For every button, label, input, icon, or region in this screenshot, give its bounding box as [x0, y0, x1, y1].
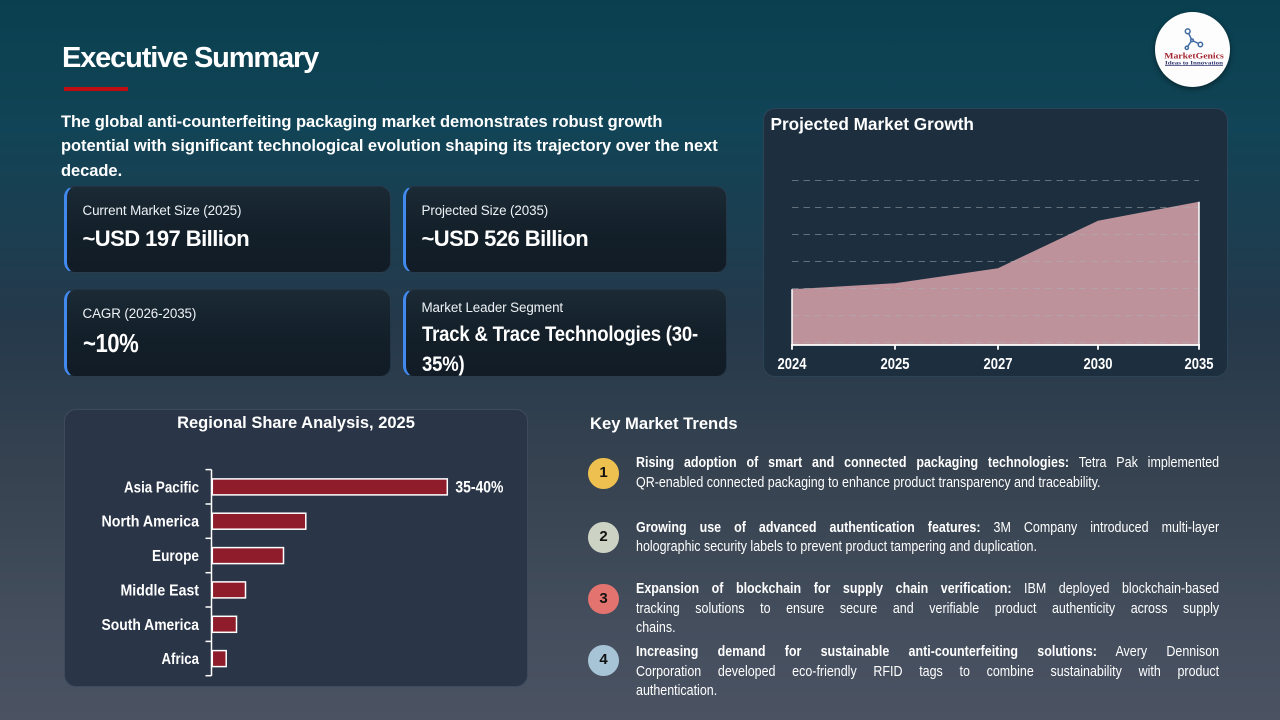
svg-text:Middle East: Middle East: [121, 582, 200, 599]
svg-text:35-40%: 35-40%: [455, 478, 503, 496]
svg-text:South America: South America: [102, 617, 200, 634]
svg-text:2035: 2035: [1185, 356, 1214, 373]
svg-text:Asia Pacific: Asia Pacific: [124, 479, 199, 496]
svg-text:Ideas to Innovation: Ideas to Innovation: [1165, 60, 1223, 66]
svg-text:2027: 2027: [984, 356, 1013, 373]
svg-text:2030: 2030: [1084, 356, 1113, 373]
svg-text:MarketGenics: MarketGenics: [1164, 52, 1224, 61]
svg-text:2024: 2024: [778, 356, 807, 373]
svg-text:North America: North America: [102, 514, 200, 531]
svg-text:2025: 2025: [881, 356, 910, 373]
svg-text:Europe: Europe: [152, 548, 199, 565]
svg-text:Africa: Africa: [162, 651, 200, 668]
